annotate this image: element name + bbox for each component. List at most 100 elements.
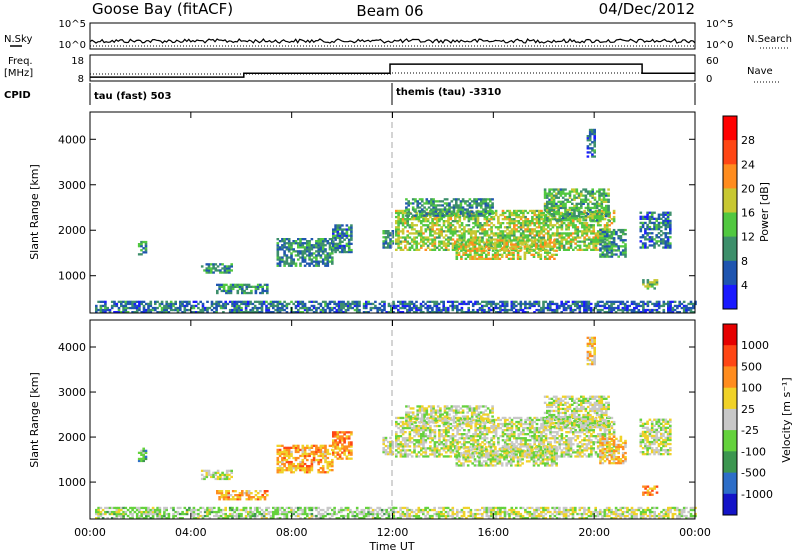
heatmap-cell — [524, 228, 527, 231]
heatmap-cell — [602, 190, 606, 193]
heatmap-cell — [149, 517, 153, 520]
heatmap-cell — [238, 308, 241, 312]
heatmap-cell — [559, 206, 563, 210]
heatmap-cell — [272, 302, 275, 306]
heatmap-cell — [290, 264, 293, 267]
heatmap-cell — [610, 230, 614, 234]
heatmap-cell — [326, 508, 330, 512]
heatmap-cell — [122, 308, 125, 312]
heatmap-cell — [669, 306, 672, 310]
heatmap-cell — [526, 306, 529, 310]
heatmap-cell — [488, 213, 491, 217]
heatmap-cell — [205, 469, 209, 472]
heatmap-cell — [144, 451, 148, 454]
heatmap-cell — [666, 232, 670, 235]
heatmap-cell — [580, 194, 583, 197]
heatmap-cell — [600, 202, 604, 205]
heatmap-cell — [235, 514, 239, 518]
heatmap-cell — [158, 508, 162, 512]
heatmap-cell — [519, 302, 523, 306]
heatmap-cell — [435, 246, 439, 249]
heatmap-cell — [471, 247, 474, 250]
heatmap-cell — [558, 304, 561, 308]
heatmap-cell — [455, 249, 459, 252]
heatmap-cell — [290, 260, 293, 263]
heatmap-cell — [447, 226, 450, 229]
heatmap-cell — [591, 194, 594, 197]
heatmap-cell — [384, 232, 388, 235]
heatmap-cell — [559, 190, 563, 193]
heatmap-cell — [336, 443, 340, 446]
heatmap-cell — [108, 311, 112, 314]
heatmap-cell — [546, 219, 549, 222]
nave-label: Nave — [747, 66, 773, 77]
heatmap-cell — [269, 514, 273, 518]
heatmap-cell — [557, 219, 560, 222]
heatmap-cell — [292, 456, 295, 460]
heatmap-cell — [418, 198, 422, 201]
heatmap-cell — [424, 228, 428, 231]
heatmap-cell — [552, 200, 556, 203]
heatmap-cell — [312, 452, 316, 456]
heatmap-cell — [573, 196, 576, 199]
heatmap-cell — [598, 219, 601, 222]
heatmap-cell — [480, 198, 483, 201]
heatmap-cell — [415, 308, 418, 312]
heatmap-cell — [422, 240, 425, 243]
heatmap-cell — [451, 230, 455, 233]
heatmap-cell — [503, 218, 507, 221]
heatmap-cell — [95, 304, 98, 308]
heatmap-cell — [319, 304, 323, 308]
heatmap-cell — [577, 210, 581, 214]
heatmap-cell — [308, 300, 311, 303]
heatmap-cell — [639, 240, 643, 243]
heatmap-cell — [524, 224, 527, 227]
heatmap-cell — [657, 223, 661, 227]
heatmap-cell — [306, 469, 309, 472]
heatmap-cell — [413, 242, 416, 245]
heatmap-cell — [365, 311, 368, 314]
heatmap-cell — [343, 437, 346, 440]
heatmap-cell — [515, 228, 518, 231]
heatmap-cell — [319, 508, 323, 512]
heatmap-cell — [477, 198, 481, 201]
heatmap-cell — [200, 477, 204, 481]
heatmap-cell — [440, 311, 443, 314]
heatmap-cell — [471, 308, 475, 312]
heatmap-cell — [301, 448, 305, 452]
heatmap-cell — [531, 215, 534, 219]
heatmap-cell — [646, 234, 649, 237]
heatmap-cell — [244, 510, 248, 514]
heatmap-cell — [608, 247, 611, 250]
heatmap-cell — [464, 208, 467, 211]
heatmap-cell — [431, 230, 434, 233]
heatmap-cell — [591, 188, 594, 191]
heatmap-cell — [557, 210, 560, 214]
heatmap-cell — [653, 223, 656, 227]
heatmap-cell — [451, 232, 455, 235]
heatmap-cell — [328, 306, 332, 310]
heatmap-cell — [650, 215, 654, 218]
heatmap-cell — [586, 213, 590, 216]
heatmap-cell — [267, 308, 271, 312]
heatmap-cell — [478, 247, 481, 250]
heatmap-cell — [336, 234, 340, 237]
heatmap-cell — [227, 287, 230, 291]
heatmap-cell — [591, 196, 594, 199]
heatmap-cell — [481, 226, 484, 229]
heatmap-cell — [317, 469, 320, 472]
heatmap-cell — [424, 224, 428, 227]
heatmap-cell — [145, 311, 148, 314]
heatmap-cell — [590, 230, 593, 233]
heatmap-cell — [220, 285, 224, 288]
heatmap-cell — [417, 306, 421, 310]
heatmap-cell — [548, 219, 551, 222]
heatmap-cell — [550, 215, 554, 218]
heatmap-cell — [135, 514, 139, 518]
heatmap-cell — [538, 244, 541, 247]
heatmap-cell — [626, 308, 629, 312]
heatmap-cell — [294, 240, 298, 243]
heatmap-cell — [276, 448, 280, 452]
heatmap-cell — [331, 238, 334, 241]
heatmap-cell — [411, 208, 415, 211]
